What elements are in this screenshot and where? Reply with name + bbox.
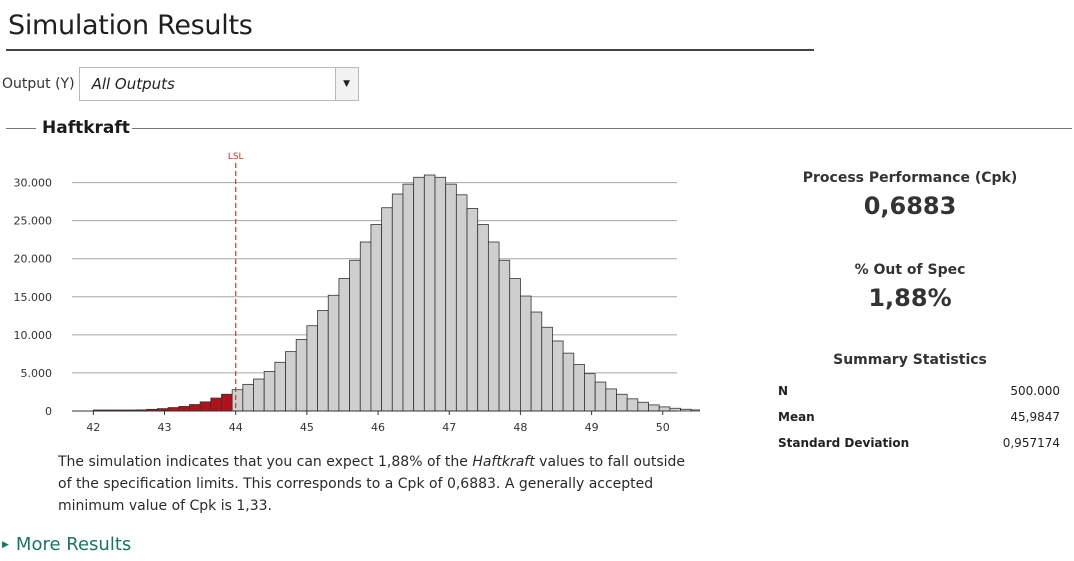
histogram-bar	[541, 326, 553, 412]
stats-row-n: N 500.000	[760, 378, 1060, 404]
histogram-bar	[466, 208, 479, 412]
histogram-bar	[573, 364, 585, 412]
section-divider-left	[6, 128, 36, 129]
histogram-bar	[370, 224, 383, 412]
results-panel: Process Performance (Cpk) 0,6883 % Out o…	[760, 170, 1060, 456]
histogram-bar	[359, 241, 372, 412]
stats-key: N	[778, 384, 789, 398]
histogram-bar	[231, 389, 244, 412]
histogram-bar	[189, 404, 201, 412]
lsl-label: LSL	[228, 152, 244, 162]
x-tick-label: 43	[158, 421, 172, 434]
histogram-bar	[338, 278, 350, 412]
more-results-label: More Results	[15, 534, 132, 555]
histogram-bar	[477, 224, 489, 412]
x-tick-label: 45	[300, 421, 314, 434]
summary-statistics-title: Summary Statistics	[833, 352, 987, 368]
histogram-bar	[626, 398, 639, 412]
histogram-bar	[487, 241, 500, 412]
histogram-bar	[520, 295, 532, 412]
histogram-bar	[253, 378, 265, 412]
histogram-bar	[648, 404, 660, 412]
cpk-value: 0,6883	[863, 192, 957, 220]
histogram-bar	[317, 310, 329, 412]
more-results-link[interactable]: ▶ More Results	[2, 534, 131, 555]
histogram-bar	[285, 351, 297, 412]
histogram-bar	[413, 176, 425, 412]
histogram-bar	[658, 406, 671, 412]
histogram-bar	[402, 183, 415, 412]
histogram-bar	[306, 325, 318, 412]
y-tick-label: 10.000	[14, 329, 53, 342]
stats-value: 500.000	[1010, 384, 1060, 398]
histogram-bar	[423, 174, 436, 412]
stats-value: 0,957174	[1002, 436, 1060, 450]
x-tick-label: 48	[513, 421, 527, 434]
histogram-bar	[381, 207, 393, 412]
histogram-bar	[616, 393, 628, 412]
out-of-spec-title: % Out of Spec	[854, 262, 966, 278]
histogram-bar	[263, 371, 276, 412]
histogram-bar	[295, 339, 308, 412]
title-divider	[6, 49, 814, 51]
histogram-bar	[349, 259, 361, 412]
histogram-bar	[221, 393, 233, 412]
output-selector-row: Output (Y) All Outputs ▼	[2, 66, 359, 102]
page-title: Simulation Results	[8, 10, 253, 41]
output-dropdown-value: All Outputs	[91, 75, 175, 93]
histogram-bar	[637, 401, 649, 412]
histogram-bar	[327, 294, 340, 412]
histogram-bar	[274, 361, 286, 412]
histogram-bar	[680, 408, 692, 412]
histogram-bar	[445, 183, 457, 412]
y-tick-label: 30.000	[14, 177, 53, 190]
stats-key: Standard Deviation	[778, 436, 910, 450]
histogram-bar	[242, 383, 254, 412]
x-tick-label: 50	[656, 421, 670, 434]
histogram-bar	[391, 193, 404, 412]
cpk-title: Process Performance (Cpk)	[802, 170, 1018, 186]
description-text-2: values to fall outside of the specificat…	[58, 454, 686, 514]
x-tick-label: 47	[442, 421, 456, 434]
histogram-bar	[605, 388, 617, 412]
section-divider-right	[128, 128, 1072, 129]
x-tick-label: 49	[585, 421, 599, 434]
x-tick-label: 42	[86, 421, 100, 434]
output-label: Output (Y)	[2, 76, 75, 92]
histogram-bar	[498, 259, 511, 412]
x-tick-label: 44	[229, 421, 243, 434]
y-tick-label: 5.000	[21, 367, 53, 380]
y-tick-label: 15.000	[14, 291, 53, 304]
output-dropdown[interactable]: All Outputs ▼	[78, 67, 359, 101]
stats-row-std-dev: Standard Deviation 0,957174	[760, 430, 1060, 456]
chevron-down-icon[interactable]: ▼	[334, 68, 358, 100]
histogram-chart: 0 5.000 10.000 15.000 20.000 25.000 30.000 42 43…	[14, 152, 700, 434]
x-tick-label: 46	[371, 421, 385, 434]
description-output-name: Haftkraft	[472, 454, 535, 470]
caret-right-icon: ▶	[2, 539, 9, 550]
y-tick-label: 20.000	[14, 253, 53, 266]
histogram-bar	[509, 278, 521, 412]
histogram-bar	[199, 401, 212, 412]
description-text-1: The simulation indicates that you can ex…	[58, 454, 473, 470]
stats-key: Mean	[778, 410, 815, 424]
histogram-bar	[434, 176, 447, 412]
y-tick-label: 0	[45, 405, 52, 418]
histogram-bar	[210, 397, 222, 412]
histogram-bar	[562, 352, 575, 412]
stats-row-mean: Mean 45,9847	[760, 404, 1060, 430]
histogram-bar	[455, 194, 468, 412]
histogram-bar	[167, 407, 180, 412]
histogram-bar	[552, 340, 564, 412]
histogram-bar	[690, 409, 700, 412]
out-of-spec-value: 1,88%	[868, 284, 952, 312]
section-title: Haftkraft	[40, 118, 132, 138]
y-tick-label: 25.000	[14, 215, 53, 228]
result-description: The simulation indicates that you can ex…	[58, 451, 698, 517]
stats-value: 45,9847	[1010, 410, 1060, 424]
histogram-bar	[594, 381, 607, 412]
histogram-bar	[530, 311, 543, 412]
histogram-bar	[178, 406, 190, 412]
histogram-bar	[584, 373, 596, 412]
